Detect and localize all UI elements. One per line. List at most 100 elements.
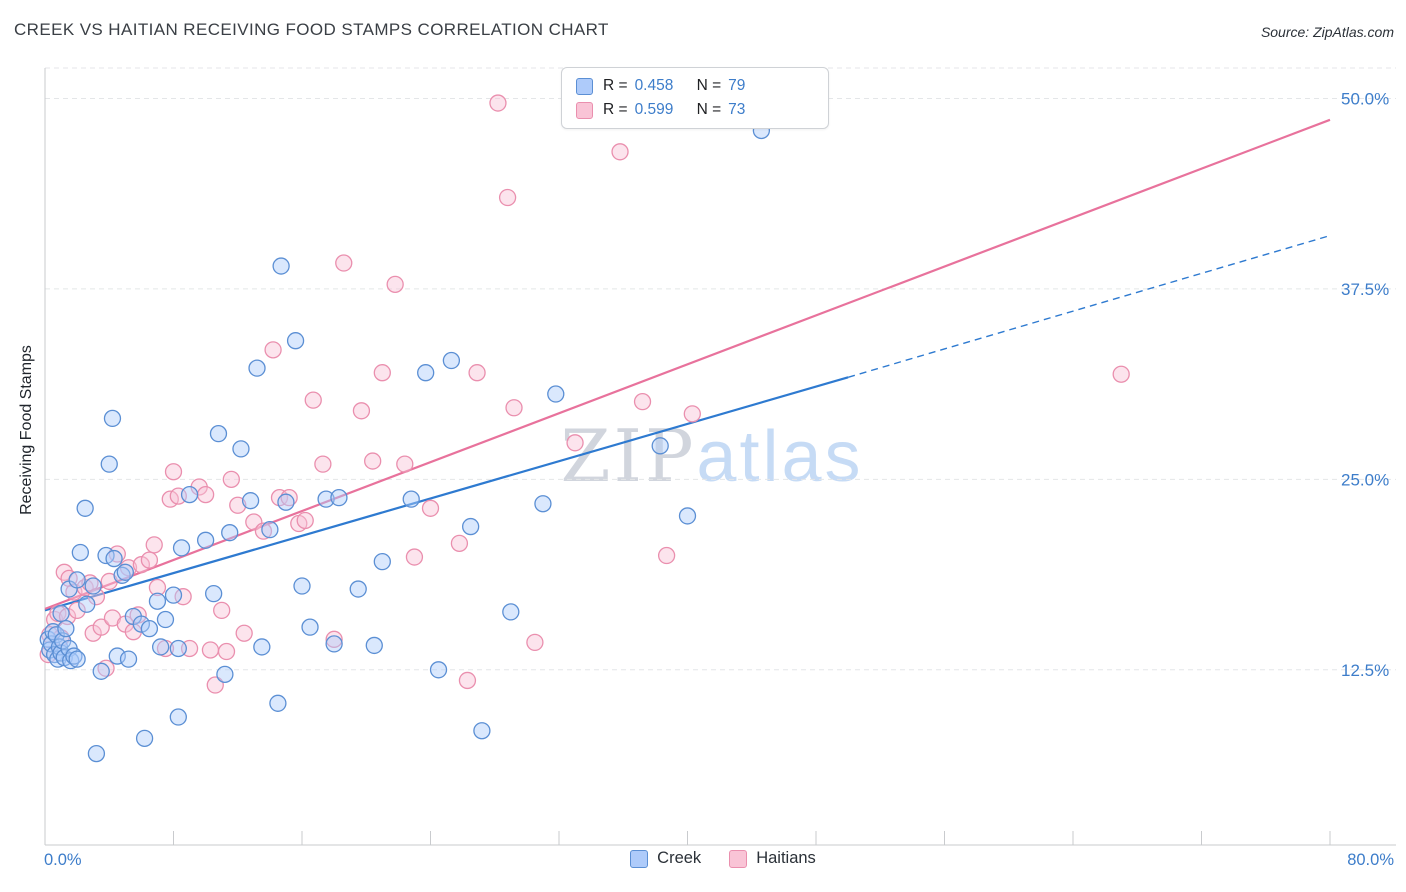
- point-creek: [442, 351, 461, 370]
- point-haitians: [206, 676, 224, 694]
- source-attribution: Source: ZipAtlas.com: [1260, 24, 1394, 40]
- point-creek: [221, 524, 239, 542]
- y-tick-label: 12.5%: [1341, 661, 1389, 680]
- point-haitians: [296, 511, 314, 530]
- point-creek: [84, 577, 102, 595]
- point-creek: [349, 580, 367, 598]
- point-haitians: [657, 546, 676, 565]
- n-label: N =: [696, 77, 722, 94]
- n-label: N =: [696, 101, 722, 118]
- legend-item-creek: Creek: [630, 849, 701, 868]
- point-creek: [108, 647, 126, 665]
- point-creek: [317, 490, 335, 508]
- point-creek: [169, 639, 187, 658]
- point-haitians: [468, 364, 486, 382]
- point-creek: [253, 638, 271, 656]
- point-creek: [462, 517, 480, 536]
- point-creek: [209, 424, 228, 443]
- point-haitians: [1112, 365, 1130, 383]
- point-creek: [78, 595, 96, 613]
- r-label: R =: [603, 101, 628, 118]
- point-haitians: [314, 455, 332, 473]
- x-axis-max-label: 80.0%: [1347, 851, 1394, 869]
- point-creek: [232, 440, 250, 458]
- point-haitians: [386, 275, 404, 293]
- point-creek: [365, 636, 383, 655]
- point-creek: [113, 566, 131, 584]
- creek-n-value: 79: [728, 77, 746, 94]
- point-haitians: [489, 94, 507, 112]
- point-creek: [65, 647, 83, 665]
- point-creek: [241, 492, 260, 510]
- point-creek: [269, 694, 287, 712]
- point-haitians: [222, 470, 240, 489]
- creek-legend-swatch: [576, 77, 593, 95]
- haitians-swatch: [729, 849, 748, 868]
- point-creek: [119, 650, 138, 668]
- point-haitians: [132, 556, 151, 574]
- legend-row-haitians: R = 0.599 N = 73: [576, 101, 828, 119]
- point-haitians: [97, 659, 115, 677]
- point-creek: [272, 257, 290, 275]
- point-haitians: [201, 641, 220, 659]
- point-creek: [87, 744, 106, 763]
- point-creek: [248, 359, 266, 377]
- y-tick-label: 50.0%: [1341, 89, 1389, 108]
- point-creek: [68, 650, 86, 668]
- point-creek: [68, 571, 86, 589]
- point-creek: [140, 620, 159, 638]
- point-creek: [57, 620, 75, 638]
- point-creek: [417, 364, 435, 382]
- point-creek: [678, 507, 697, 525]
- point-creek: [330, 488, 348, 507]
- point-creek: [135, 729, 154, 748]
- point-creek: [286, 332, 305, 350]
- point-haitians: [683, 405, 701, 423]
- point-haitians: [373, 364, 391, 382]
- point-creek: [402, 490, 420, 508]
- point-haitians: [145, 536, 163, 554]
- r-label: R =: [603, 77, 628, 94]
- point-haitians: [405, 548, 424, 566]
- haitians-legend-swatch: [576, 101, 593, 119]
- point-haitians: [633, 393, 652, 411]
- point-creek: [473, 722, 491, 740]
- point-creek: [116, 563, 134, 581]
- point-creek: [205, 584, 223, 603]
- creek-label: Creek: [657, 849, 702, 867]
- point-creek: [151, 638, 170, 656]
- point-creek: [429, 661, 448, 679]
- point-creek: [172, 539, 191, 557]
- point-haitians: [229, 496, 247, 514]
- point-haitians: [140, 551, 159, 569]
- trend-line-extension-creek: [847, 234, 1331, 378]
- creek-swatch: [630, 849, 649, 868]
- point-creek: [651, 437, 669, 455]
- point-creek: [71, 543, 89, 562]
- legend-item-haitians: Haitians: [729, 849, 816, 868]
- point-creek: [293, 577, 311, 595]
- point-creek: [373, 552, 391, 571]
- correlation-legend: R = 0.458 N = 79 R = 0.599 N = 73: [561, 67, 829, 129]
- point-creek: [547, 385, 565, 403]
- legend-row-creek: R = 0.458 N = 79: [576, 77, 828, 95]
- point-haitians: [235, 624, 253, 642]
- point-creek: [92, 662, 110, 680]
- point-creek: [76, 499, 94, 517]
- y-tick-label: 25.0%: [1341, 470, 1389, 489]
- point-creek: [301, 618, 319, 636]
- point-haitians: [164, 463, 183, 481]
- page-title: CREEK VS HAITIAN RECEIVING FOOD STAMPS C…: [14, 20, 609, 39]
- point-creek: [169, 708, 187, 726]
- x-axis-min-label: 0.0%: [44, 851, 82, 869]
- point-creek: [216, 665, 234, 684]
- point-haitians: [421, 499, 440, 517]
- point-creek: [502, 603, 520, 621]
- point-haitians: [458, 671, 477, 690]
- point-creek: [180, 485, 199, 504]
- point-haitians: [92, 618, 110, 636]
- point-creek: [196, 531, 215, 549]
- point-creek: [100, 455, 118, 473]
- point-creek: [52, 604, 70, 623]
- point-creek: [277, 493, 295, 511]
